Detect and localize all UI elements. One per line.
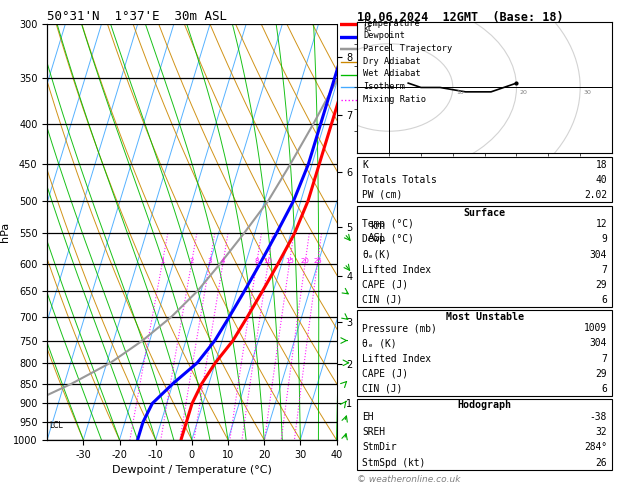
X-axis label: Dewpoint / Temperature (°C): Dewpoint / Temperature (°C) <box>112 465 272 475</box>
Text: 9: 9 <box>601 234 607 244</box>
Text: CAPE (J): CAPE (J) <box>362 368 408 379</box>
Text: Dewpoint: Dewpoint <box>363 32 405 40</box>
Text: Wet Adiabat: Wet Adiabat <box>363 69 421 78</box>
Text: CIN (J): CIN (J) <box>362 295 403 305</box>
Text: 7: 7 <box>601 264 607 275</box>
Text: Mixing Ratio: Mixing Ratio <box>363 95 426 104</box>
Text: 12: 12 <box>596 219 607 229</box>
Text: 40: 40 <box>596 174 607 185</box>
Text: PW (cm): PW (cm) <box>362 190 403 200</box>
Text: 10: 10 <box>264 258 272 263</box>
Text: Isotherm: Isotherm <box>363 82 405 91</box>
Text: 29: 29 <box>596 279 607 290</box>
Text: CIN (J): CIN (J) <box>362 383 403 394</box>
Text: 10: 10 <box>456 90 464 95</box>
Text: 6: 6 <box>601 295 607 305</box>
Text: 2: 2 <box>189 258 194 263</box>
Text: 1: 1 <box>160 258 164 263</box>
Text: 3: 3 <box>208 258 212 263</box>
Text: Parcel Trajectory: Parcel Trajectory <box>363 44 452 53</box>
Text: θₑ (K): θₑ (K) <box>362 338 397 348</box>
Text: 1009: 1009 <box>584 323 607 333</box>
Text: Lifted Index: Lifted Index <box>362 353 431 364</box>
Text: θₑ(K): θₑ(K) <box>362 249 391 260</box>
Text: CAPE (J): CAPE (J) <box>362 279 408 290</box>
Text: Totals Totals: Totals Totals <box>362 174 437 185</box>
Text: Lifted Index: Lifted Index <box>362 264 431 275</box>
Text: 26: 26 <box>596 457 607 468</box>
Text: 6: 6 <box>601 383 607 394</box>
Text: 8: 8 <box>254 258 259 263</box>
Text: kt: kt <box>364 24 372 33</box>
Text: © weatheronline.co.uk: © weatheronline.co.uk <box>357 475 461 484</box>
Text: 4: 4 <box>221 258 225 263</box>
Y-axis label: km
ASL: km ASL <box>369 221 387 243</box>
Text: Temperature: Temperature <box>363 19 421 28</box>
Text: 10.06.2024  12GMT  (Base: 18): 10.06.2024 12GMT (Base: 18) <box>357 11 564 24</box>
Text: 15: 15 <box>285 258 294 263</box>
Text: StmDir: StmDir <box>362 442 397 452</box>
Text: 20: 20 <box>301 258 309 263</box>
Text: 304: 304 <box>590 249 607 260</box>
Text: Dewp (°C): Dewp (°C) <box>362 234 414 244</box>
Text: 304: 304 <box>590 338 607 348</box>
Text: Dry Adiabat: Dry Adiabat <box>363 57 421 66</box>
Text: Pressure (mb): Pressure (mb) <box>362 323 437 333</box>
Text: -38: -38 <box>590 412 607 422</box>
Text: Temp (°C): Temp (°C) <box>362 219 414 229</box>
Text: 20: 20 <box>520 90 528 95</box>
Text: Most Unstable: Most Unstable <box>445 312 524 322</box>
Text: K: K <box>362 159 368 170</box>
Text: 2.02: 2.02 <box>584 190 607 200</box>
Text: Surface: Surface <box>464 208 506 218</box>
Text: 25: 25 <box>313 258 322 263</box>
Text: StmSpd (kt): StmSpd (kt) <box>362 457 426 468</box>
Text: 50°31'N  1°37'E  30m ASL: 50°31'N 1°37'E 30m ASL <box>47 10 227 23</box>
Text: LCL: LCL <box>49 420 63 430</box>
Text: 7: 7 <box>601 353 607 364</box>
Text: SREH: SREH <box>362 427 386 437</box>
Text: 284°: 284° <box>584 442 607 452</box>
Text: 30: 30 <box>583 90 591 95</box>
Text: Hodograph: Hodograph <box>458 400 511 411</box>
Y-axis label: hPa: hPa <box>0 222 10 242</box>
Text: 29: 29 <box>596 368 607 379</box>
Text: 18: 18 <box>596 159 607 170</box>
Text: 32: 32 <box>596 427 607 437</box>
Text: EH: EH <box>362 412 374 422</box>
